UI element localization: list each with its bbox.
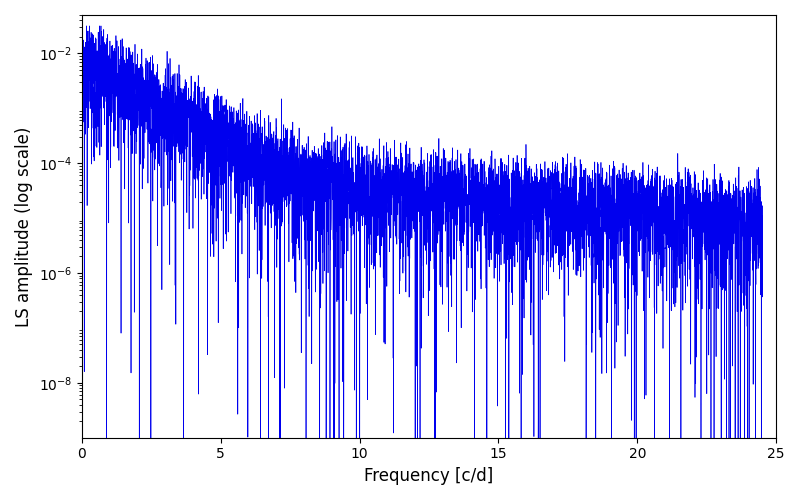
X-axis label: Frequency [c/d]: Frequency [c/d] <box>364 467 494 485</box>
Y-axis label: LS amplitude (log scale): LS amplitude (log scale) <box>15 126 33 326</box>
